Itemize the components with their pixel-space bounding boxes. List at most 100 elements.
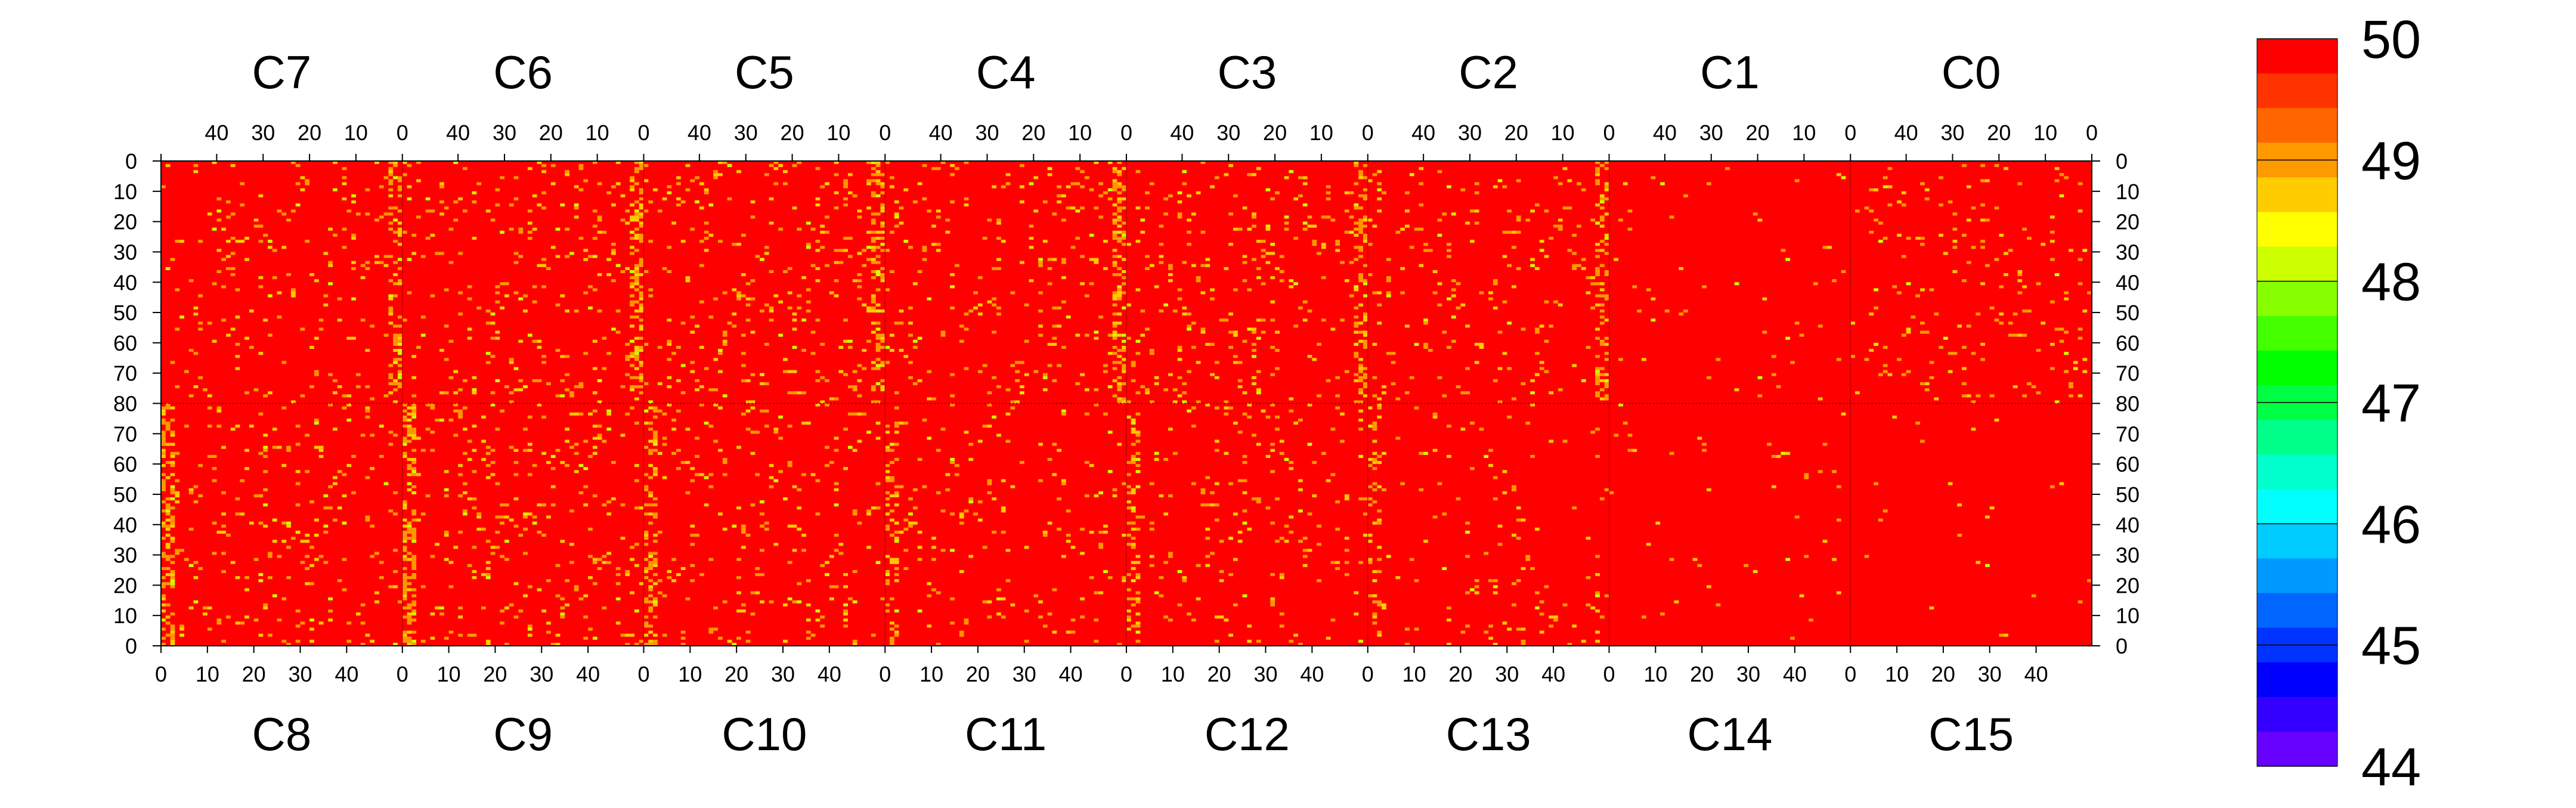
heatmap-cell [676,182,681,185]
heatmap-cell [736,445,741,449]
heatmap-cell [1924,330,1930,334]
heatmap-cell [165,428,171,431]
heatmap-cell [393,361,398,364]
heatmap-cell [193,170,199,174]
heatmap-cell [253,224,259,228]
heatmap-cell [648,240,654,243]
heatmap-cell [1214,503,1219,507]
heatmap-cell [328,227,333,231]
heatmap-cell [634,367,639,370]
heatmap-cell [1172,451,1178,455]
heatmap-cell [815,379,821,382]
bottom-x-tick-label: 10 [919,662,943,686]
heatmap-cell [639,327,644,331]
heatmap-cell [1145,191,1150,194]
heatmap-cell [1887,203,1893,207]
heatmap-cell [922,258,927,261]
heatmap-cell [193,485,199,488]
heatmap-cell [1395,230,1401,234]
left-y-tick-label: 50 [113,301,137,325]
heatmap-cell [546,267,551,270]
heatmap-cell [852,509,857,513]
heatmap-cell [170,497,175,501]
heatmap-cell [634,282,639,286]
heatmap-cell [328,609,333,613]
heatmap-cell [355,212,361,216]
heatmap-cell [1994,164,1999,168]
heatmap-cell [885,497,890,501]
heatmap-cell [764,342,769,346]
heatmap-cell [305,470,310,473]
heatmap-cell [1066,540,1071,543]
heatmap-cell [281,639,287,643]
heatmap-cell [1279,270,1284,273]
heatmap-cell [648,564,654,567]
heatmap-cell [667,376,672,379]
heatmap-cell [1275,415,1280,419]
heatmap-cell [1367,273,1373,277]
heatmap-cell [588,285,593,289]
heatmap-cell [314,336,319,340]
heatmap-cell [397,230,402,234]
heatmap-cell [820,615,825,619]
heatmap-cell [899,321,904,325]
heatmap-cell [1289,515,1294,519]
heatmap-cell [634,288,639,292]
heatmap-cell [407,618,412,622]
heatmap-cell [2022,333,2027,337]
heatmap-cell [866,161,871,165]
heatmap-cell [1061,409,1066,413]
heatmap-cell [1409,376,1414,379]
left-y-tick-label: 10 [113,603,137,628]
heatmap-cell [1344,279,1349,283]
heatmap-cell [272,276,277,280]
heatmap-cell [1094,639,1099,643]
heatmap-cell [875,309,881,313]
heatmap-cell [170,488,175,491]
heatmap-cell [411,406,417,410]
heatmap-cell [411,415,417,419]
heatmap-cell [745,630,751,634]
heatmap-cell [1595,373,1600,376]
heatmap-cell [741,379,746,382]
heatmap-cell [411,233,417,237]
heatmap-cell [1799,594,1804,598]
heatmap-cell [1279,279,1284,283]
heatmap-cell [1493,476,1498,479]
heatmap-cell [1725,167,1730,171]
heatmap-cell [500,621,504,625]
heatmap-cell [225,255,231,258]
heatmap-cell [592,409,597,413]
heatmap-cell [653,442,658,446]
heatmap-cell [1804,473,1809,476]
heatmap-cell [736,291,741,295]
heatmap-cell [871,321,876,325]
heatmap-cell [402,630,407,634]
left-y-tick-label: 0 [125,149,137,174]
heatmap-cell [1112,167,1117,171]
heatmap-cell [1943,252,1948,255]
heatmap-cell [370,434,375,437]
heatmap-cell [890,442,894,446]
heatmap-cell [537,203,542,207]
heatmap-cell [1358,206,1363,210]
heatmap-cell [360,318,366,322]
bottom-x-tick-label: 40 [1300,662,1324,686]
heatmap-cell [1042,376,1048,379]
heatmap-cell [235,621,240,625]
heatmap-cell [1883,345,1888,349]
heatmap-cell [630,324,634,328]
heatmap-cell [630,364,634,367]
heatmap-cell [1465,530,1470,534]
heatmap-cell [843,185,848,188]
heatmap-cell [402,418,407,422]
heatmap-cell [648,476,654,479]
heatmap-cell [346,639,352,643]
heatmap-cell [1604,252,1609,255]
heatmap-cell [1312,243,1317,246]
heatmap-cell [639,164,644,168]
heatmap-cell [1604,233,1609,237]
heatmap-cell [328,618,333,622]
heatmap-cell [1089,282,1094,286]
heatmap-cell [676,176,681,179]
